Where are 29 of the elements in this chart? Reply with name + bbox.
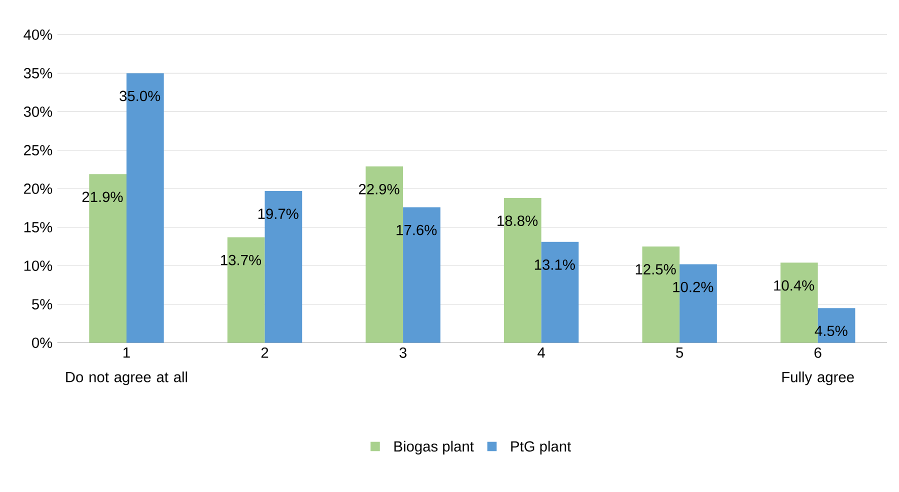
data-label: 17.6% — [396, 224, 437, 236]
data-label: 13.7% — [221, 254, 262, 266]
text: Do not agree at all — [66, 371, 188, 386]
x-tick-label: 3 — [400, 347, 406, 358]
y-tick-label: 35% — [24, 68, 52, 78]
y-tick-label: 20% — [24, 183, 52, 194]
data-label: 21.9% — [82, 192, 123, 202]
data-label: 4.5% — [814, 326, 848, 336]
data-label: 12.5% — [636, 264, 676, 274]
x-tick-label: 1 — [124, 347, 130, 358]
x-tick-label: 6 — [814, 347, 822, 358]
x-tick-label: 4 — [538, 347, 545, 358]
data-label: 18.8% — [498, 216, 538, 226]
data-label: 10.2% — [673, 282, 714, 292]
data-label: 22.9% — [358, 184, 400, 194]
legend-label: PtG plant — [511, 440, 572, 454]
y-tick-label: 15% — [24, 222, 52, 232]
data-label: 10.4% — [774, 280, 814, 291]
y-tick-label: 30% — [24, 106, 52, 117]
data-label: 13.1% — [534, 259, 575, 270]
y-tick-label: 40% — [24, 29, 52, 40]
legend-label: Biogas plant — [394, 440, 474, 454]
text: Fully agree — [782, 371, 854, 386]
y-tick-label: 5% — [32, 299, 52, 310]
y-tick-label: 0% — [32, 338, 52, 348]
x-tick-label: 5 — [676, 347, 684, 358]
y-tick-label: 10% — [24, 260, 52, 271]
y-tick-label: 25% — [24, 144, 52, 156]
x-tick-label: 2 — [261, 347, 268, 358]
